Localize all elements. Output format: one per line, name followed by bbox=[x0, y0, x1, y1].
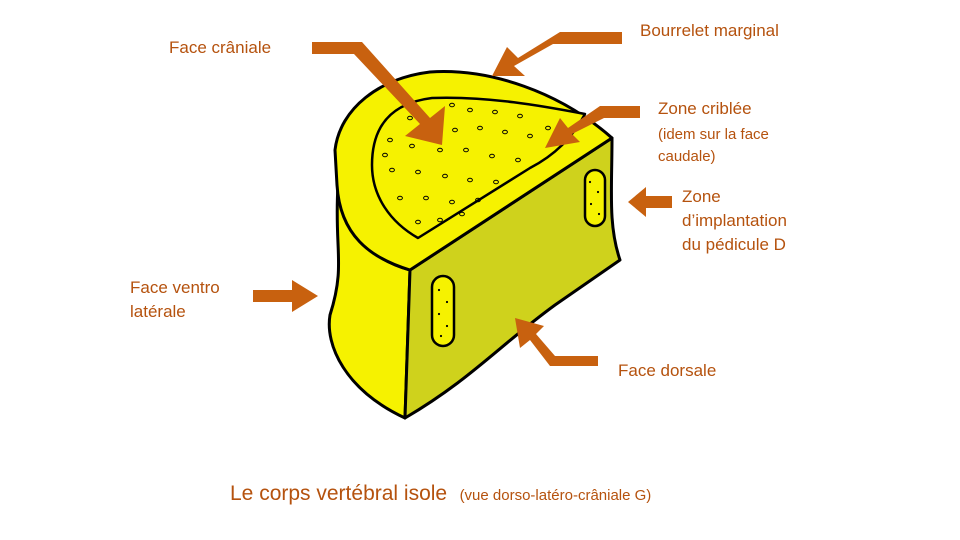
pore bbox=[449, 102, 455, 108]
pore bbox=[489, 153, 495, 159]
pedicle-dot bbox=[437, 312, 441, 316]
label-zone-criblee-note: caudale) bbox=[658, 148, 716, 165]
label-face-ventro-laterale: latérale bbox=[130, 302, 186, 321]
pore bbox=[415, 169, 421, 175]
face-dorsale-shape bbox=[403, 136, 622, 420]
arrow-zone-implantation bbox=[628, 187, 672, 217]
pore bbox=[467, 177, 473, 183]
pedicle-dot bbox=[589, 202, 593, 206]
pore bbox=[492, 109, 498, 115]
pore bbox=[389, 167, 395, 173]
pore bbox=[545, 125, 551, 131]
pedicle-dot bbox=[437, 288, 441, 292]
pedicule-implantation-right bbox=[583, 168, 607, 228]
label-bourrelet-marginal: Bourrelet marginal bbox=[640, 21, 779, 40]
pedicle-dot bbox=[596, 190, 600, 194]
label-zone-criblee: Zone criblée bbox=[658, 99, 752, 118]
pore bbox=[477, 125, 483, 131]
pedicle-dot bbox=[445, 324, 449, 328]
label-face-dorsale: Face dorsale bbox=[618, 361, 717, 380]
label-zone-implantation: du pédicule D bbox=[682, 235, 786, 254]
pore bbox=[527, 133, 533, 139]
pedicle-dot bbox=[597, 212, 601, 216]
pedicle-dot bbox=[445, 300, 449, 304]
pore bbox=[397, 195, 403, 201]
pore bbox=[452, 127, 458, 133]
label-zone-implantation: Zone bbox=[682, 187, 721, 206]
pore bbox=[437, 147, 443, 153]
pore bbox=[517, 113, 523, 119]
pore bbox=[515, 157, 521, 163]
arrow-bourrelet-marginal bbox=[492, 32, 622, 76]
pedicule-implantation-left bbox=[430, 274, 456, 348]
label-zone-implantation: d’implantation bbox=[682, 211, 787, 230]
pore bbox=[459, 211, 465, 217]
caption-sub: (vue dorso-latéro-crâniale G) bbox=[459, 487, 652, 504]
pore bbox=[502, 129, 508, 135]
zone-criblee-pores bbox=[382, 102, 551, 225]
arrow-face-craniale bbox=[312, 42, 445, 145]
label-face-craniale: Face crâniale bbox=[169, 38, 272, 57]
pore bbox=[415, 219, 421, 225]
pedicle-dot bbox=[588, 180, 592, 184]
pore bbox=[409, 143, 415, 149]
caption-main: Le corps vertébral isole bbox=[230, 482, 448, 505]
arrow-face-dorsale bbox=[515, 318, 598, 366]
pore bbox=[449, 199, 455, 205]
pore bbox=[467, 107, 473, 113]
arrow-zone-criblee bbox=[545, 106, 640, 148]
pore bbox=[423, 195, 429, 201]
arrow-face-ventro-laterale bbox=[253, 280, 318, 312]
pore bbox=[475, 197, 481, 203]
diagram-caption: Le corps vertébral isole (vue dorso-laté… bbox=[230, 482, 651, 506]
pore bbox=[463, 147, 469, 153]
pore bbox=[407, 115, 413, 121]
pore bbox=[493, 179, 499, 185]
label-zone-criblee-note: (idem sur la face bbox=[658, 126, 769, 143]
pedicle-dot bbox=[439, 334, 443, 338]
pore bbox=[442, 173, 448, 179]
pore bbox=[437, 217, 443, 223]
pore bbox=[387, 137, 393, 143]
pedicule-dots bbox=[437, 180, 601, 338]
pore bbox=[382, 152, 388, 158]
label-face-ventro-laterale: Face ventro bbox=[130, 278, 220, 297]
